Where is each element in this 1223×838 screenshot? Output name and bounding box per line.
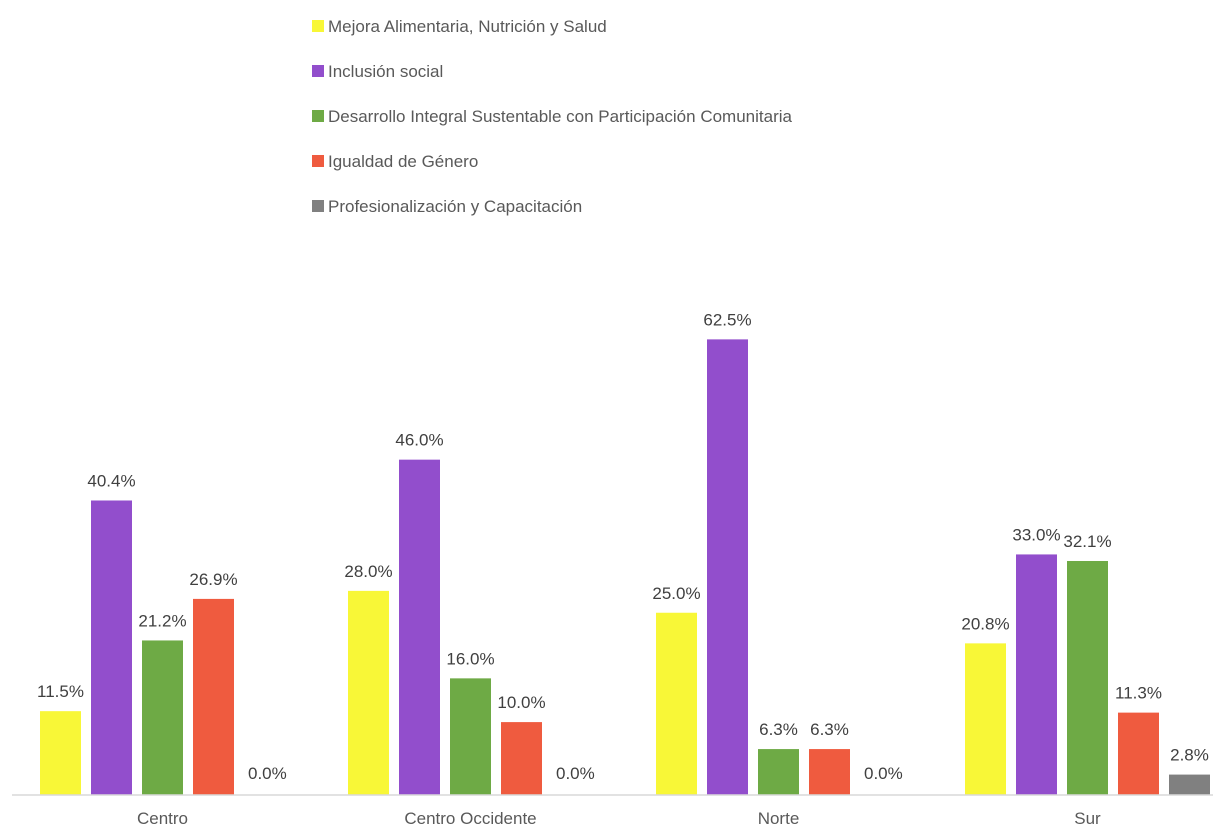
legend-label-2: Inclusión social <box>328 62 443 81</box>
legend-swatch-1 <box>312 20 324 32</box>
bar-3-1 <box>656 612 697 795</box>
bar-4-3 <box>1067 560 1108 795</box>
data-label-1-2: 40.4% <box>87 471 135 490</box>
x-tick-label-2: Centro Occidente <box>404 809 536 828</box>
legend-swatch-5 <box>312 200 324 212</box>
data-label-2-4: 10.0% <box>497 693 545 712</box>
bar-3-2 <box>707 339 748 795</box>
chart-plot-area: 11.5% 40.4% 21.2% 26.9% 0.0% 28.0% 46.0% 16.0% 1… <box>37 310 1210 795</box>
x-tick-label-4: Sur <box>1074 809 1101 828</box>
legend-swatch-3 <box>312 110 324 122</box>
data-label-4-2: 33.0% <box>1012 525 1060 544</box>
data-label-3-5: 0.0% <box>864 764 903 783</box>
data-label-1-1: 11.5% <box>37 682 84 701</box>
data-label-4-3: 32.1% <box>1063 532 1111 551</box>
data-label-2-2: 46.0% <box>395 431 443 450</box>
bar-2-4 <box>501 722 542 795</box>
data-label-2-1: 28.0% <box>344 562 392 581</box>
data-label-1-4: 26.9% <box>189 570 237 589</box>
legend-swatch-4 <box>312 155 324 167</box>
bar-4-1 <box>965 643 1006 795</box>
chart-legend: Mejora Alimentaria, Nutrición y Salud Inc… <box>312 17 793 216</box>
legend-label-4: Igualdad de Género <box>328 152 478 171</box>
bar-1-4 <box>193 598 234 795</box>
data-label-2-5: 0.0% <box>556 764 595 783</box>
data-label-3-3: 6.3% <box>759 720 798 739</box>
data-label-1-3: 21.2% <box>138 611 186 630</box>
bar-2-1 <box>348 590 389 795</box>
legend-label-3: Desarrollo Integral Sustentable con Part… <box>328 107 793 126</box>
legend-label-5: Profesionalización y Capacitación <box>328 197 582 216</box>
bar-3-3 <box>758 749 799 795</box>
bar-4-5 <box>1169 774 1210 795</box>
bar-2-2 <box>399 459 440 795</box>
x-axis-tick-labels: Centro Centro Occidente Norte Sur <box>137 809 1101 828</box>
bar-4-4 <box>1118 712 1159 795</box>
data-label-4-1: 20.8% <box>961 614 1009 633</box>
data-label-3-4: 6.3% <box>810 720 849 739</box>
legend-swatch-2 <box>312 65 324 77</box>
bar-2-3 <box>450 678 491 795</box>
data-label-2-3: 16.0% <box>446 649 494 668</box>
bar-3-4 <box>809 749 850 795</box>
data-label-1-5: 0.0% <box>248 764 287 783</box>
bar-1-3 <box>142 640 183 795</box>
data-label-3-1: 25.0% <box>652 584 700 603</box>
legend-label-1: Mejora Alimentaria, Nutrición y Salud <box>328 17 607 36</box>
data-label-3-2: 62.5% <box>703 310 751 329</box>
bar-1-1 <box>40 711 81 795</box>
data-label-4-5: 2.8% <box>1170 746 1209 765</box>
bar-1-2 <box>91 500 132 795</box>
x-tick-label-1: Centro <box>137 809 188 828</box>
bar-4-2 <box>1016 554 1057 795</box>
data-label-4-4: 11.3% <box>1115 684 1162 703</box>
x-tick-label-3: Norte <box>758 809 800 828</box>
